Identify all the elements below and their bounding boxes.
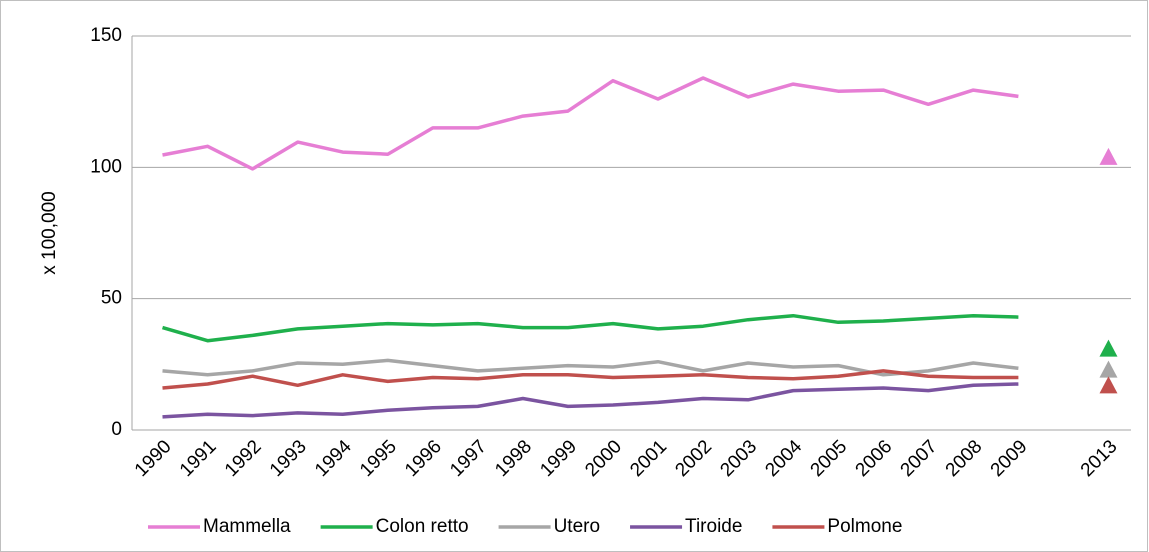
legend-label: Colon retto — [376, 516, 469, 537]
series-line — [162, 382, 1019, 419]
legend-label: Mammella — [203, 516, 291, 537]
legend-label: Polmone — [827, 516, 902, 537]
y-tick-label: 100 — [90, 156, 122, 177]
point-marker — [1099, 147, 1118, 165]
y-axis-label: x 100,000 — [39, 191, 60, 274]
y-tick-label: 50 — [101, 288, 122, 309]
point-marker — [1099, 339, 1118, 357]
legend-label: Tiroide — [685, 516, 742, 537]
y-tick-label: 150 — [90, 25, 122, 46]
y-tick-label: 0 — [111, 419, 122, 440]
legend-label: Utero — [554, 516, 600, 537]
point-marker — [1099, 376, 1118, 394]
point-marker — [1099, 360, 1118, 378]
